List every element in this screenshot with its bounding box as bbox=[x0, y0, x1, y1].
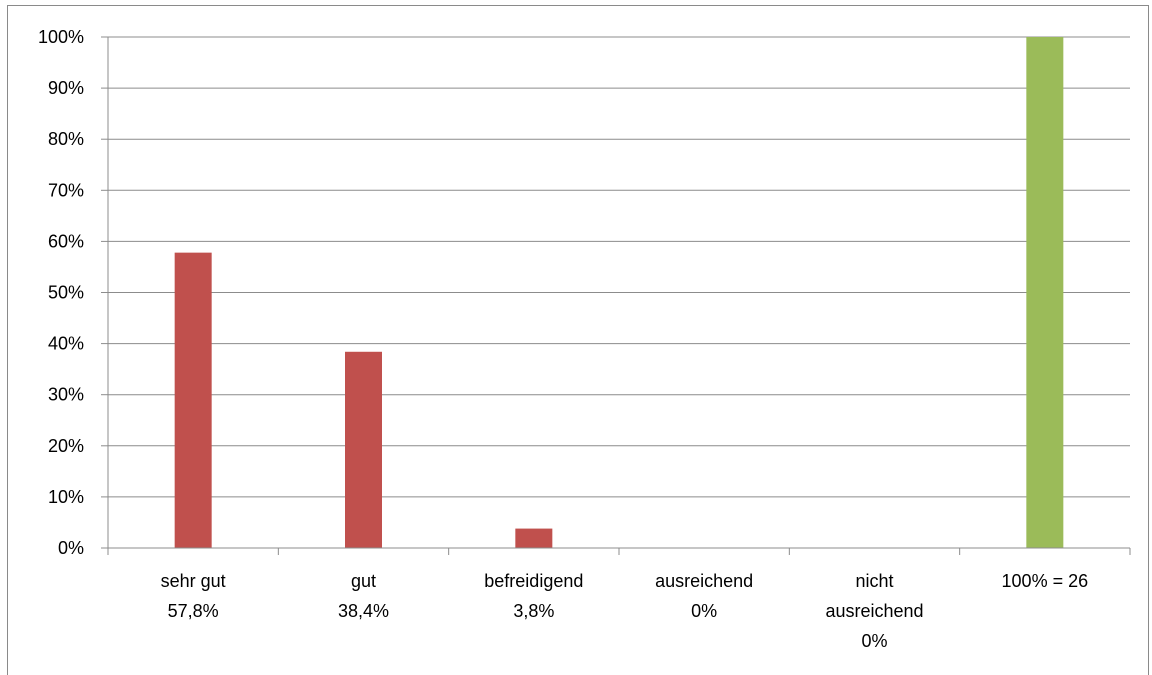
x-axis-labels: sehr gut 57,8% gut 38,4% befreidigend 3,8% aus… bbox=[161, 571, 1088, 651]
y-axis-ticks: 0% 10% 20% 30% 40% 50% 60% 70% 80% 90% 100% bbox=[38, 27, 108, 558]
x-category-label: 100% = 26 bbox=[1002, 571, 1089, 591]
bars bbox=[174, 37, 1064, 548]
y-tick-label: 0% bbox=[58, 538, 84, 558]
x-category-label: 38,4% bbox=[338, 601, 389, 621]
y-tick-label: 60% bbox=[48, 231, 84, 251]
x-category-label: ausreichend bbox=[825, 601, 923, 621]
y-tick-label: 100% bbox=[38, 27, 84, 47]
y-tick-label: 30% bbox=[48, 385, 84, 405]
gridlines bbox=[108, 36, 1130, 498]
bar bbox=[345, 351, 382, 548]
y-tick-label: 90% bbox=[48, 78, 84, 98]
x-category-label: befreidigend bbox=[484, 571, 583, 591]
axes bbox=[107, 37, 1131, 555]
y-tick-label: 10% bbox=[48, 487, 84, 507]
x-category-label: 0% bbox=[861, 631, 887, 651]
bar bbox=[174, 252, 212, 548]
chart-frame bbox=[7, 5, 1149, 675]
x-category-label: nicht bbox=[855, 571, 893, 591]
x-category-label: 3,8% bbox=[513, 601, 554, 621]
y-tick-label: 70% bbox=[48, 180, 84, 200]
y-tick-label: 20% bbox=[48, 436, 84, 456]
bar bbox=[515, 528, 553, 548]
bar bbox=[1026, 37, 1064, 548]
x-category-label: 57,8% bbox=[168, 601, 219, 621]
x-category-label: gut bbox=[351, 571, 376, 591]
x-category-label: ausreichend bbox=[655, 571, 753, 591]
y-tick-label: 50% bbox=[48, 283, 84, 303]
x-category-label: 0% bbox=[691, 601, 717, 621]
y-tick-label: 40% bbox=[48, 334, 84, 354]
x-category-label: sehr gut bbox=[161, 571, 226, 591]
y-tick-label: 80% bbox=[48, 129, 84, 149]
